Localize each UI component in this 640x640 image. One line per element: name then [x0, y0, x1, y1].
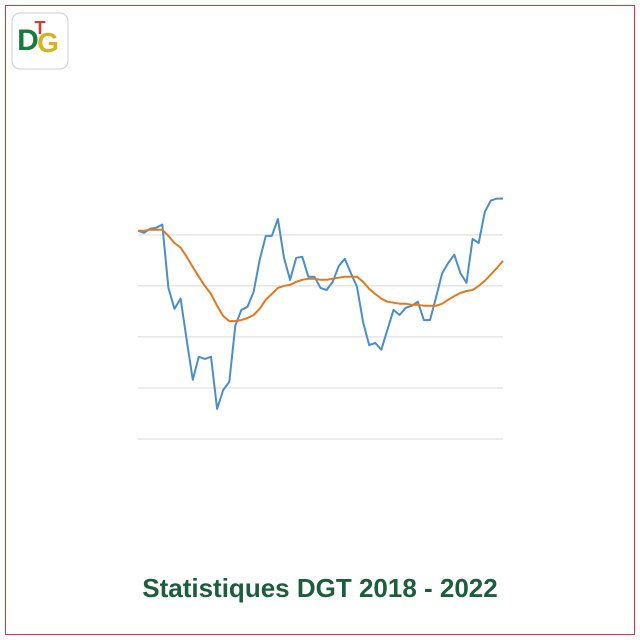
logo-letter: G	[37, 27, 59, 58]
logo-box	[11, 12, 69, 70]
logo-letter: D	[17, 24, 39, 57]
series-line	[137, 197, 503, 410]
logo-letter: T	[35, 18, 46, 38]
plot	[137, 197, 504, 440]
logo: D G T	[11, 12, 69, 70]
chart-title: Statistiques DGT 2018 - 2022	[142, 573, 497, 603]
frame	[5, 5, 635, 635]
series-line	[138, 228, 504, 323]
